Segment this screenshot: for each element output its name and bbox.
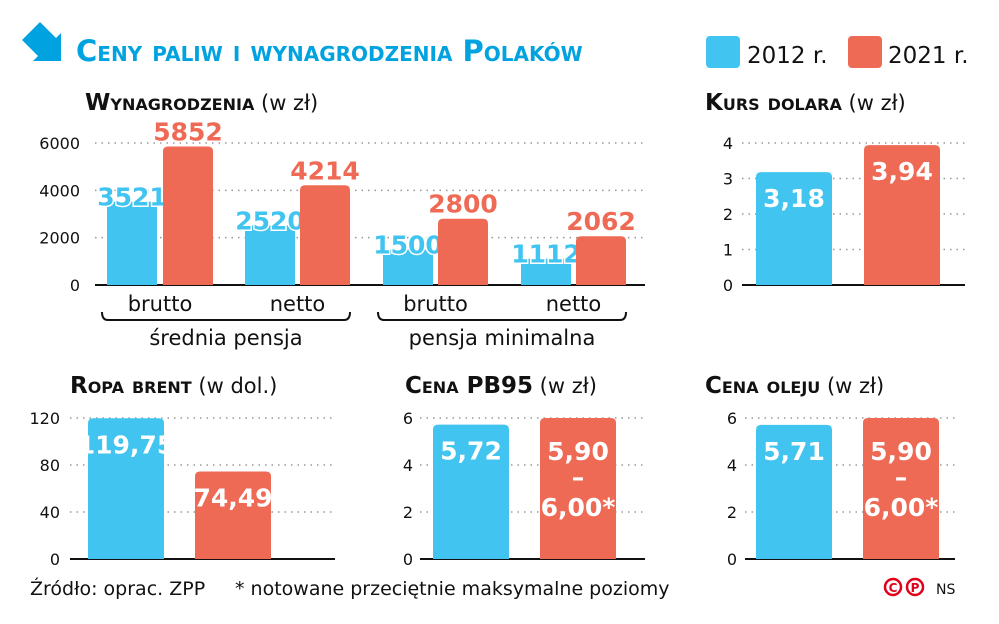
chart-title: Cena oleju (w zł) <box>705 373 884 399</box>
y-tick-label: 2 <box>403 503 413 522</box>
bar-2012 <box>756 424 832 559</box>
legend-label-2021: 2021 r. <box>888 43 969 69</box>
y-tick-label: 2000 <box>39 229 80 248</box>
data-label: 119,75 <box>78 430 174 459</box>
credit-text: NS <box>936 582 955 598</box>
legend-swatch-2012 <box>706 36 740 68</box>
chart-title: Ropa brent (w dol.) <box>70 373 277 399</box>
group-label: pensja minimalna <box>409 326 596 350</box>
y-tick-label: 40 <box>40 503 60 522</box>
p-icon: P <box>905 577 925 597</box>
y-tick-label: 0 <box>403 550 413 569</box>
bar-2012 <box>521 258 571 285</box>
data-label: 5,71 <box>763 437 825 466</box>
legend: 2012 r. 2021 r. <box>706 36 969 69</box>
data-label: 1500 <box>373 231 443 260</box>
copyright-icon: C <box>883 577 903 597</box>
y-tick-label: 6000 <box>39 134 80 153</box>
page-title: Ceny paliw i wynagrodzenia Polaków <box>76 34 583 68</box>
svg-text:P: P <box>911 581 920 595</box>
bar-2021 <box>863 418 939 559</box>
bar-2012 <box>383 249 433 285</box>
bar-2021 <box>300 185 350 285</box>
y-tick-label: 0 <box>70 276 80 295</box>
data-label: 5,72 <box>440 437 502 466</box>
y-tick-label: 6 <box>403 409 413 428</box>
data-label: 5,90–6,00* <box>541 437 616 522</box>
data-label: 3,94 <box>871 157 933 186</box>
arrow-down-right-icon <box>22 22 61 61</box>
bar-2021 <box>438 218 488 285</box>
bar-2021 <box>540 418 616 559</box>
data-label: 5852 <box>153 118 223 147</box>
y-tick-label: 0 <box>727 550 737 569</box>
footnote-text: * notowane przeciętnie maksymalne poziom… <box>235 578 670 600</box>
y-tick-label: 4 <box>727 456 737 475</box>
chart-title: Cena PB95 (w zł) <box>405 373 597 399</box>
data-label: 3521 <box>97 183 167 212</box>
legend-label-2012: 2012 r. <box>747 43 828 69</box>
y-tick-label: 4000 <box>39 181 80 200</box>
y-tick-label: 2 <box>723 205 733 224</box>
y-tick-label: 3 <box>723 170 733 189</box>
data-label: 74,49 <box>193 483 272 512</box>
legend-swatch-2021 <box>848 36 882 68</box>
chart-title: Wynagrodzenia (w zł) <box>85 90 318 116</box>
bar-2012 <box>245 225 295 285</box>
data-label: 5,90–6,00* <box>864 437 939 522</box>
data-label: 4214 <box>290 156 360 185</box>
data-label: 1112 <box>511 240 581 269</box>
y-tick-label: 120 <box>29 409 60 428</box>
chart-4: Cena oleju (w zł) 0 2 4 6 5,71 5,90–6,00* <box>705 373 955 569</box>
category-label: netto <box>270 292 326 316</box>
bar-2021 <box>576 236 626 285</box>
svg-text:C: C <box>889 581 898 595</box>
y-tick-label: 4 <box>403 456 413 475</box>
header: Ceny paliw i wynagrodzenia Polaków <box>22 22 583 68</box>
category-label: netto <box>546 292 602 316</box>
y-tick-label: 1 <box>723 241 733 260</box>
y-tick-label: 4 <box>723 134 733 153</box>
source-text: Źródło: oprac. ZPP <box>30 577 205 600</box>
y-tick-label: 0 <box>723 276 733 295</box>
data-label: 2800 <box>428 190 498 219</box>
bar-2021 <box>864 145 940 285</box>
bar-2021 <box>195 471 271 559</box>
chart-0: Wynagrodzenia (w zł) 0 2000 4000 6000 3521 252… <box>39 90 645 350</box>
chart-1: Kurs dolara (w zł) 0 1 2 3 4 3,18 3,94 <box>705 90 965 295</box>
bar-2012 <box>107 201 157 285</box>
data-label: 3,18 <box>763 184 825 213</box>
category-label: brutto <box>128 292 193 316</box>
data-label: 2062 <box>566 207 636 236</box>
chart-title: Kurs dolara (w zł) <box>705 90 906 116</box>
y-tick-label: 2 <box>727 503 737 522</box>
bar-2021 <box>163 146 213 285</box>
footer: Źródło: oprac. ZPP * notowane przeciętni… <box>30 577 955 600</box>
data-label: 2520 <box>235 206 305 235</box>
bar-2012 <box>433 424 509 559</box>
chart-2: Ropa brent (w dol.) 0 40 80 120 119,75 74,49 <box>29 373 335 569</box>
bar-2012 <box>756 172 832 285</box>
y-tick-label: 6 <box>727 409 737 428</box>
bar-2012 <box>88 418 164 559</box>
group-label: średnia pensja <box>149 326 302 350</box>
group-bracket <box>377 311 627 321</box>
y-tick-label: 0 <box>50 550 60 569</box>
group-bracket <box>101 311 351 321</box>
chart-3: Cena PB95 (w zł) 0 2 4 6 5,72 5,90–6,00* <box>403 373 645 569</box>
category-label: brutto <box>403 292 468 316</box>
y-tick-label: 80 <box>40 456 60 475</box>
